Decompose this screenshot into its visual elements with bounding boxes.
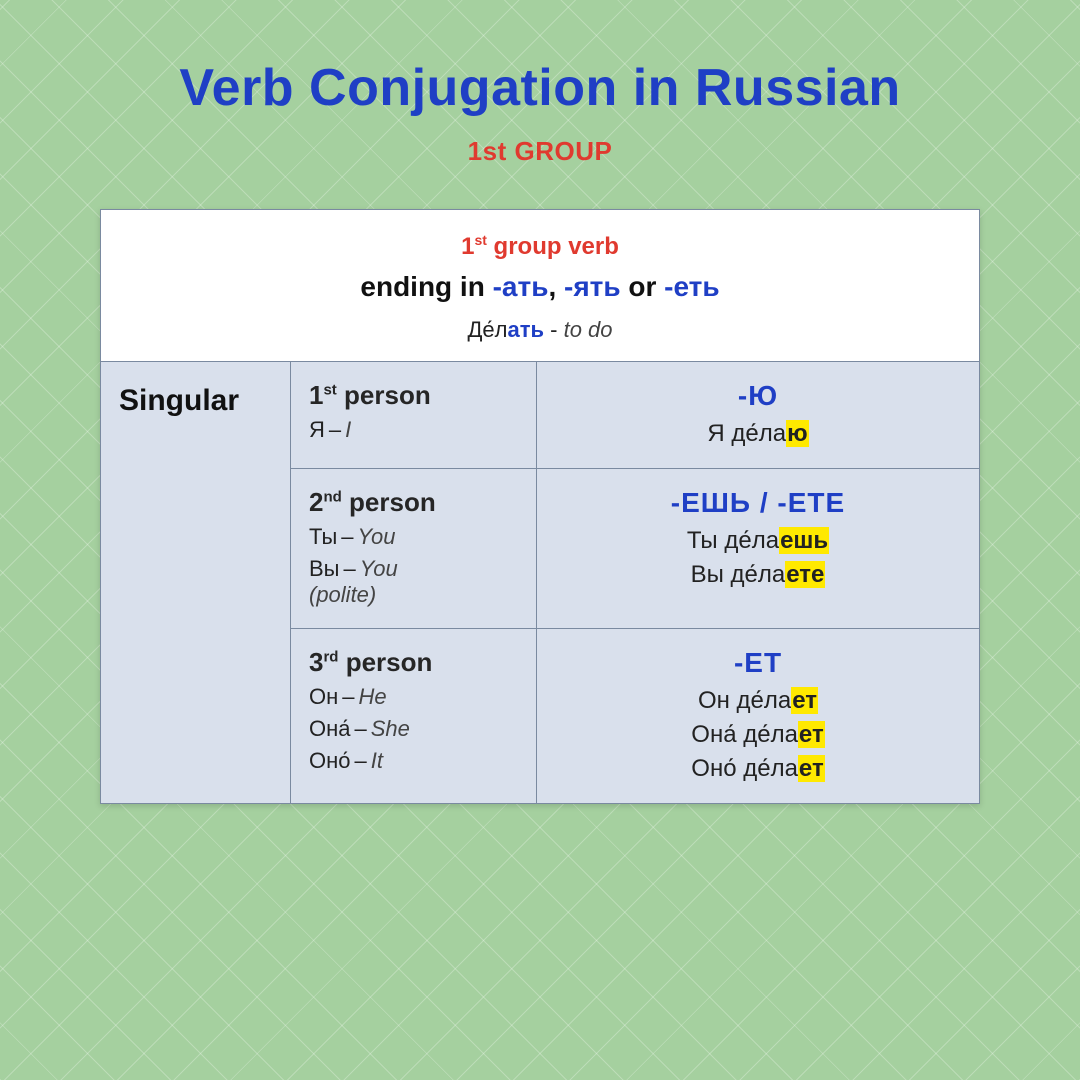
example-stem: Де́л <box>467 317 507 342</box>
person-cell: 3rd person Он–He Она́–She Оно́–It <box>291 629 537 803</box>
person-title: 2nd person <box>309 487 520 518</box>
pronoun: Вы–You(polite) <box>309 556 520 608</box>
example-suffix: ать <box>507 317 544 342</box>
header-example-verb: Де́лать - to do <box>121 317 959 343</box>
example-cell: -ЕТ Он де́лает Она́ де́лает Оно́ де́лает <box>537 629 979 803</box>
example-text: Оно́ де́лает <box>557 755 959 783</box>
header-group-label: 1st group verb <box>121 232 959 261</box>
pronoun: Оно́–It <box>309 748 520 774</box>
ending-2: -ять <box>564 271 621 302</box>
pronoun: Ты–You <box>309 524 520 550</box>
example-text: Он де́лает <box>557 687 959 715</box>
table-row: 2nd person Ты–You Вы–You(polite) -ЕШЬ / -ЕТ… <box>291 469 979 629</box>
example-text: Она́ де́лает <box>557 721 959 749</box>
ending-label: -ЕТ <box>557 647 959 679</box>
person-cell: 2nd person Ты–You Вы–You(polite) <box>291 469 537 628</box>
header-ordinal: 1 <box>461 233 474 260</box>
ending-1: -ать <box>493 271 549 302</box>
example-cell: -Ю Я де́лаю <box>537 362 979 468</box>
pronoun: Он–He <box>309 684 520 710</box>
conjugation-card: 1st group verb ending in -ать, -ять or -… <box>100 209 980 804</box>
pronoun: Я–I <box>309 417 520 443</box>
person-title: 1st person <box>309 380 520 411</box>
rows-column: 1st person Я–I -Ю Я де́лаю 2nd person Ты–You В… <box>291 362 979 803</box>
example-cell: -ЕШЬ / -ЕТЕ Ты де́лаешь Вы де́лаете <box>537 469 979 628</box>
card-header: 1st group verb ending in -ать, -ять or -… <box>101 210 979 362</box>
pronoun: Она́–She <box>309 716 520 742</box>
person-cell: 1st person Я–I <box>291 362 537 468</box>
example-text: Вы де́лаете <box>557 561 959 589</box>
example-text: Ты де́лаешь <box>557 527 959 555</box>
header-group-text: group verb <box>487 233 619 260</box>
person-title: 3rd person <box>309 647 520 678</box>
page-subtitle: 1st GROUP <box>468 136 613 167</box>
page-title: Verb Conjugation in Russian <box>179 58 900 118</box>
header-endings: ending in -ать, -ять or -еть <box>121 271 959 303</box>
ending-3: -еть <box>664 271 719 302</box>
example-gloss: to do <box>564 317 613 342</box>
table-row: 1st person Я–I -Ю Я де́лаю <box>291 362 979 469</box>
page: Verb Conjugation in Russian 1st GROUP 1s… <box>0 0 1080 1080</box>
ending-label: -ЕШЬ / -ЕТЕ <box>557 487 959 519</box>
ending-label: -Ю <box>557 380 959 412</box>
number-column: Singular <box>101 362 291 803</box>
conjugation-table: Singular 1st person Я–I -Ю Я де́лаю 2nd pers… <box>101 362 979 803</box>
example-text: Я де́лаю <box>557 420 959 448</box>
table-row: 3rd person Он–He Она́–She Оно́–It -ЕТ Он де́л… <box>291 629 979 803</box>
header-ordinal-sup: st <box>474 232 486 248</box>
header-endings-lead: ending in <box>360 271 492 302</box>
